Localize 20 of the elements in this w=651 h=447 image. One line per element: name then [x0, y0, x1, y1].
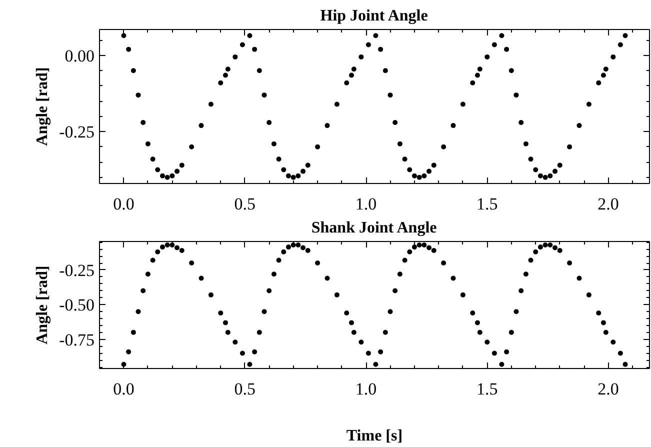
y-tick-label: -0.50 [59, 296, 95, 315]
x-tick-label: 2.0 [598, 194, 619, 214]
y-tick-label: -0.25 [59, 260, 95, 280]
chart-title: Shank Joint Angle [311, 220, 437, 236]
y-axis-title: Angle [rad] [34, 266, 52, 344]
x-tick-label: 1.5 [476, 194, 498, 214]
x-tick-label: 0.0 [113, 194, 134, 214]
chart-title: Hip Joint Angle [320, 8, 428, 24]
x-axis-title: Time [s] [346, 428, 403, 444]
y-tick-label: 0.00 [64, 46, 94, 66]
x-tick-label: 0.5 [234, 194, 256, 214]
x-tick-label: 1.5 [476, 380, 498, 398]
y-tick-label: -0.75 [59, 330, 95, 350]
x-tick-label: 1.0 [355, 380, 377, 398]
y-axis-title: Angle [rad] [34, 67, 52, 146]
x-tick-label: 0.5 [234, 380, 256, 398]
x-tick-label: 0.0 [113, 380, 134, 398]
y-tick-label: -0.25 [59, 122, 95, 142]
x-tick-label: 2.0 [598, 380, 619, 398]
x-tick-label: 1.0 [355, 194, 377, 214]
